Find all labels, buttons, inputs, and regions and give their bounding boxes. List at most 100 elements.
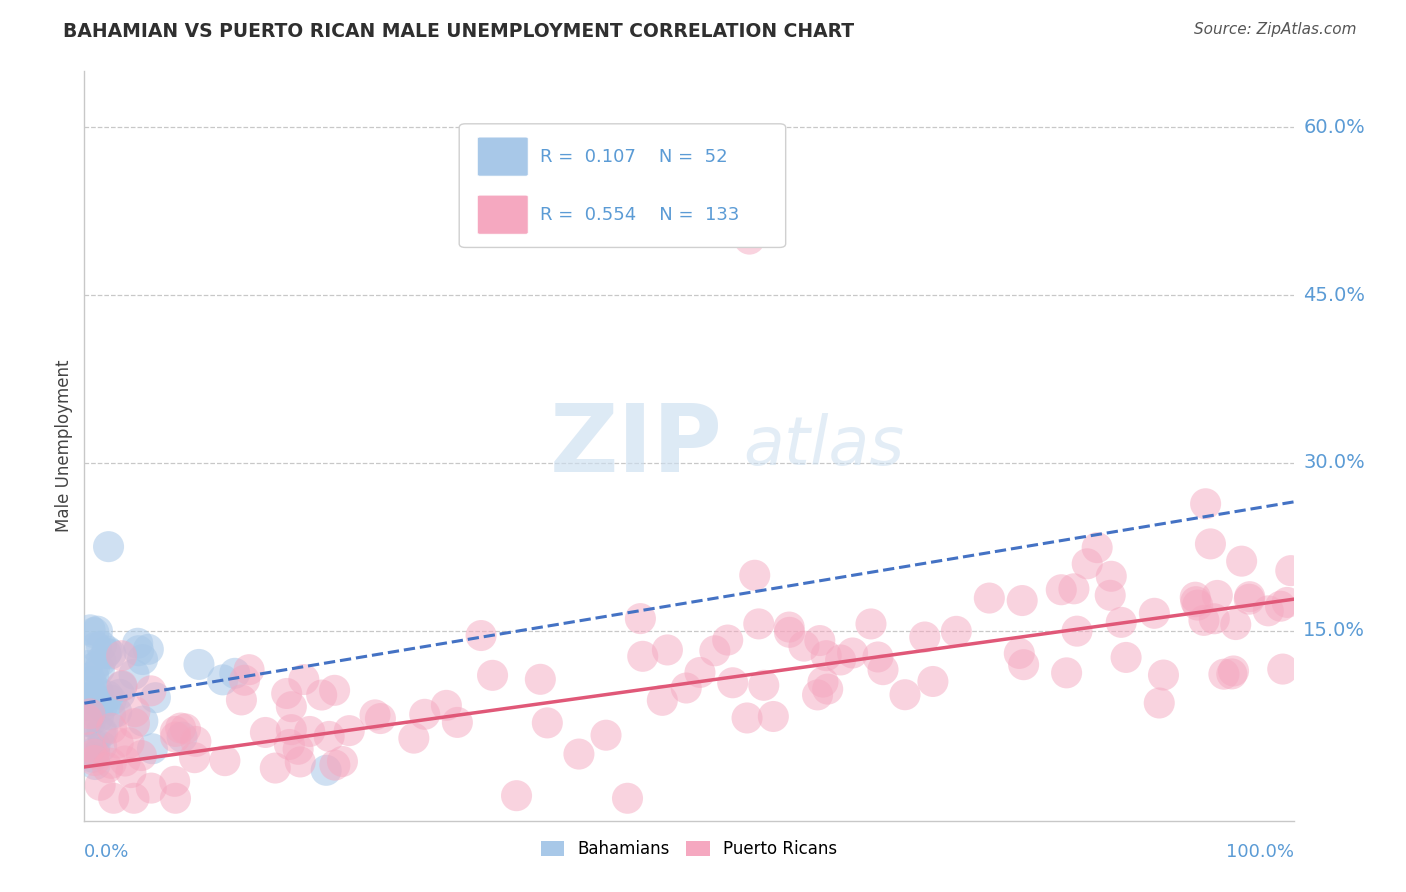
Point [505,789,527,803]
Point [188,657,211,672]
Point [657,643,679,657]
Point [254,725,277,739]
Point [298,724,321,739]
Point [83,625,105,640]
Point [145,690,167,705]
Point [79,714,101,729]
Point [83,669,105,683]
Point [83,660,105,674]
Point [131,652,153,666]
Point [79,623,101,637]
Point [169,721,191,735]
Point [1187,598,1209,612]
Point [184,734,207,748]
Point [945,624,967,639]
Point [131,748,153,763]
Point [859,616,882,631]
Point [841,646,863,660]
Point [165,730,187,744]
Point [1275,595,1298,609]
Point [108,687,131,701]
Point [141,781,163,796]
Point [738,232,761,246]
Point [110,648,132,663]
Point [616,791,638,805]
Point [84,757,107,772]
Point [292,673,315,687]
Point [1012,657,1035,672]
Point [568,747,591,761]
Point [894,688,917,702]
Point [132,714,155,728]
Point [82,750,104,764]
Y-axis label: Male Unemployment: Male Unemployment [55,359,73,533]
Point [315,764,337,778]
Point [717,633,740,648]
Point [84,640,107,654]
Point [163,774,186,789]
Point [214,754,236,768]
Point [413,707,436,722]
Point [1184,591,1206,605]
Point [105,705,128,719]
Point [100,693,122,707]
Point [1185,595,1208,609]
Point [628,612,651,626]
Point [830,653,852,667]
Point [80,674,103,689]
Point [817,682,839,697]
Text: 45.0%: 45.0% [1303,285,1365,304]
Point [264,761,287,775]
Point [77,698,100,713]
Point [914,630,936,644]
Point [97,689,120,703]
Point [100,756,122,771]
Point [122,667,145,681]
Point [332,755,354,769]
Point [337,723,360,738]
Point [922,674,945,689]
Point [806,688,828,702]
Point [402,731,425,746]
Point [1194,497,1216,511]
Point [100,707,122,722]
Point [91,725,114,739]
Point [318,730,340,744]
Point [90,739,112,754]
Point [165,791,187,805]
Point [77,690,100,704]
Point [100,647,122,661]
Point [97,540,120,554]
Point [1239,592,1261,607]
Text: ZIP: ZIP [550,400,723,492]
Point [364,707,387,722]
Point [80,740,103,755]
Point [96,644,118,658]
Point [1206,589,1229,603]
Point [127,636,149,650]
Point [111,679,134,693]
Point [84,693,107,707]
Point [446,715,468,730]
Point [77,658,100,673]
Point [762,709,785,723]
Point [172,730,194,744]
Text: Source: ZipAtlas.com: Source: ZipAtlas.com [1194,22,1357,37]
Point [90,724,112,739]
Point [280,699,302,714]
Point [1230,554,1253,568]
Point [311,688,333,702]
Point [778,620,800,634]
Point [89,778,111,792]
Point [703,644,725,658]
Point [86,624,108,639]
Point [1050,582,1073,597]
Point [76,691,98,706]
Point [91,699,114,714]
Point [87,709,110,723]
Point [1257,604,1279,618]
Point [744,568,766,582]
Point [231,693,253,707]
Point [141,741,163,756]
Point [1222,664,1244,678]
